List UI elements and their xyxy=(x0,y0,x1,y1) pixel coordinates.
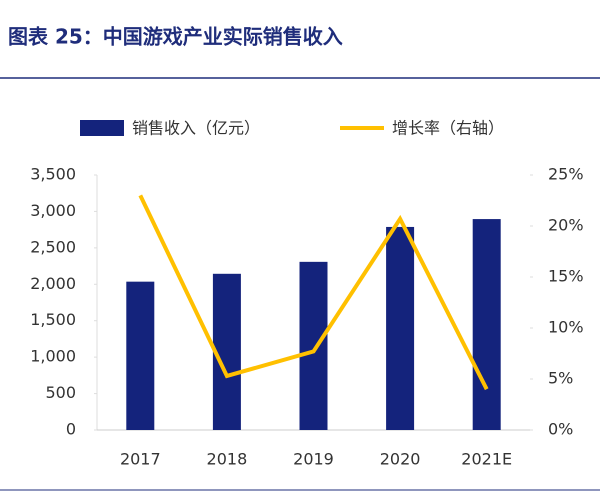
x-tick-label: 2018 xyxy=(207,450,248,469)
legend-label: 增长率（右轴） xyxy=(392,119,504,138)
y2-tick-label: 20% xyxy=(548,216,584,235)
x-tick-label: 2020 xyxy=(380,450,421,469)
y-tick-label: 2,000 xyxy=(30,274,76,293)
y-tick-label: 1,500 xyxy=(30,310,76,329)
y2-tick-label: 5% xyxy=(548,369,573,388)
bar xyxy=(472,219,501,430)
y-tick-label: 2,500 xyxy=(30,237,76,256)
y-tick-label: 3,000 xyxy=(30,201,76,220)
legend-label: 销售收入（亿元） xyxy=(132,119,260,138)
y-tick-label: 0 xyxy=(66,420,76,439)
y-tick-label: 500 xyxy=(45,383,76,402)
y2-tick-label: 0% xyxy=(548,420,573,439)
y2-tick-label: 10% xyxy=(548,318,584,337)
y2-tick-label: 25% xyxy=(548,165,584,184)
bar xyxy=(299,261,328,430)
y-tick-label: 3,500 xyxy=(30,165,76,184)
legend-swatch xyxy=(80,120,124,136)
x-tick-label: 2017 xyxy=(120,450,161,469)
chart-title: 图表 25：中国游戏产业实际销售收入 xyxy=(8,25,343,49)
line xyxy=(138,194,489,391)
y2-tick-label: 15% xyxy=(548,267,584,286)
bar xyxy=(386,226,415,430)
bar xyxy=(126,281,155,430)
x-tick-label: 2021E xyxy=(461,450,512,469)
x-tick-label: 2019 xyxy=(293,450,334,469)
y-tick-label: 1,000 xyxy=(30,347,76,366)
